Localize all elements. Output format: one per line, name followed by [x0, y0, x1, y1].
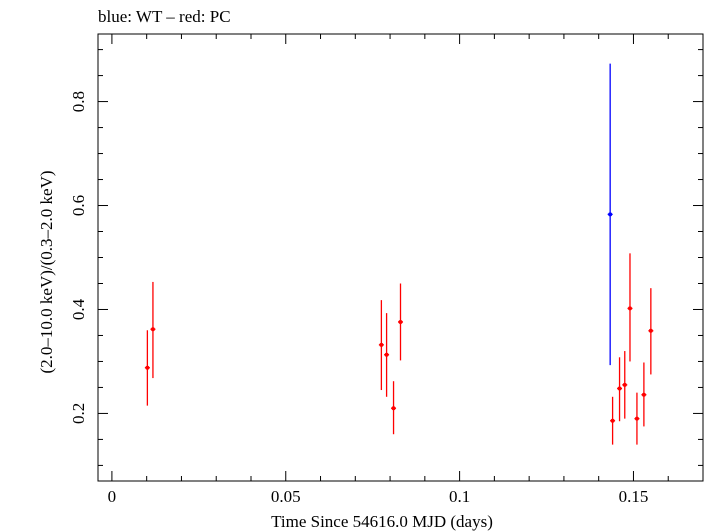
pc-data-point: [391, 406, 396, 411]
pc-data-point: [622, 382, 627, 387]
marks-layer: [144, 63, 654, 445]
y-tick-label: 0.6: [69, 195, 88, 216]
pc-data-point: [379, 342, 384, 347]
pc-data-point: [641, 392, 646, 397]
chart-title: blue: WT – red: PC: [98, 7, 231, 26]
y-tick-label: 0.2: [69, 403, 88, 424]
pc-data-point: [634, 416, 639, 421]
x-tick-label: 0: [108, 487, 117, 506]
pc-data-point: [150, 327, 155, 332]
x-tick-label: 0.05: [271, 487, 301, 506]
pc-data-point: [610, 418, 615, 423]
pc-data-point: [648, 328, 653, 333]
y-tick-label: 0.4: [69, 298, 88, 320]
x-tick-label: 0.1: [449, 487, 470, 506]
y-axis-label: (2.0–10.0 keV)/(0.3–2.0 keV): [37, 170, 56, 373]
wt-data-point: [608, 212, 613, 217]
x-tick-label: 0.15: [619, 487, 649, 506]
pc-data-point: [384, 352, 389, 357]
axes-layer: 0 0.05 0.1 0.15 0.2 0.4 0.6 0.8: [69, 34, 704, 506]
pc-data-point: [617, 386, 622, 391]
y-tick-label: 0.8: [69, 91, 88, 112]
x-axis-label: Time Since 54616.0 MJD (days): [271, 512, 493, 531]
pc-data-point: [627, 306, 632, 311]
pc-data-point: [398, 319, 403, 324]
pc-data-point: [145, 365, 150, 370]
